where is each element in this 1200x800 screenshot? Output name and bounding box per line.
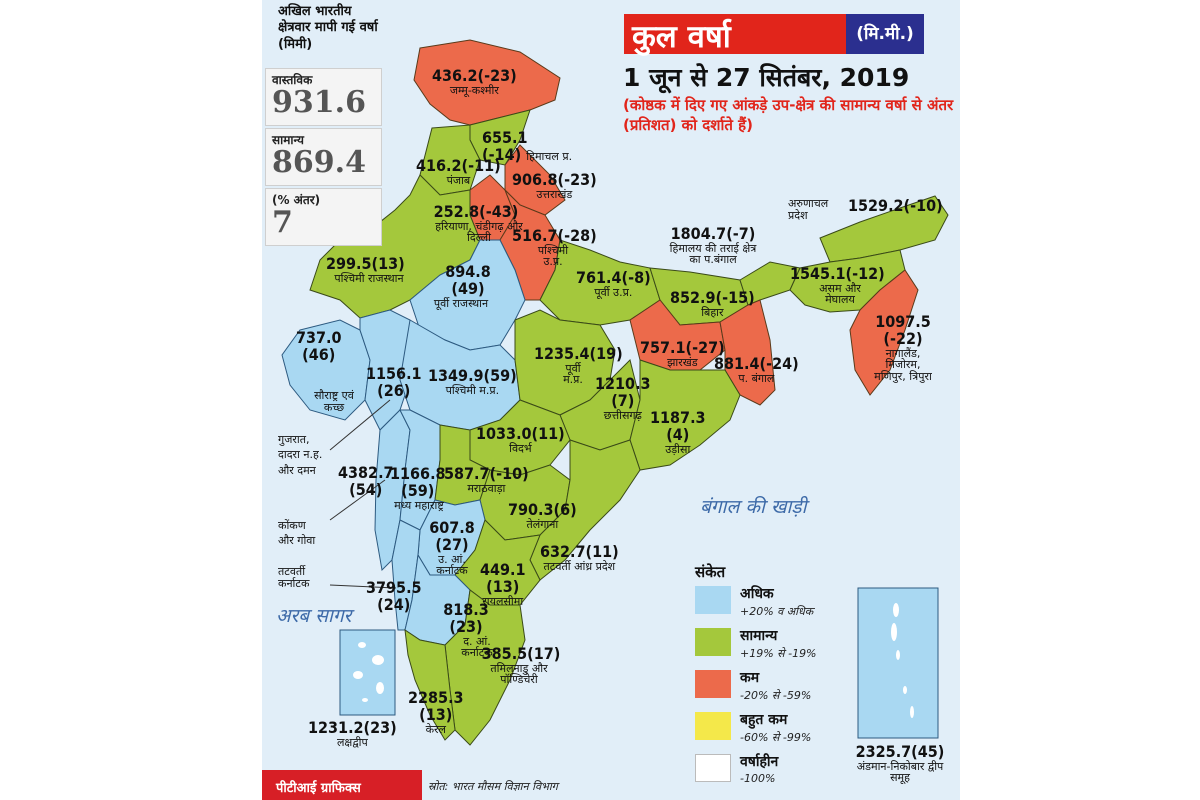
note: (कोष्ठक में दिए गए आंकड़े उप-क्षेत्र की … [623,96,954,135]
region-label-rayalaseema: 449.1 (13) रायलसीमा [480,560,526,608]
region-label-konkan-value: 4382.7 (54) [338,463,394,499]
legend-range-large-deficient: -60% से -99% [740,731,812,744]
region-label-eup: 761.4(-8) पूर्वी उ.प्र. [576,268,651,299]
title: कुल वर्षा [632,19,731,55]
leader-lines [329,399,397,589]
diff-box: (% अंतर) 7 [265,188,382,246]
legend-label-no-rain: वर्षाहीन [740,754,779,770]
region-label-gwb: 881.4(-24) प. बंगाल [714,354,799,385]
legend-label-large-deficient: बहुत कम [740,712,788,728]
region-label-uk: 906.8(-23) उत्तराखंड [512,170,597,201]
legend-range-normal: +19% से -19% [740,647,817,660]
region-label-nmmt: 1097.5 (-22) नागालैंड, मिजोरम, मणिपुर, त्र… [874,312,932,383]
region-gwb [719,299,776,406]
summary-heading: अखिल भारतीय क्षेत्रवार मापी गई वर्षा (मि… [278,4,378,52]
legend-range-deficient: -20% से -59% [740,689,812,702]
bay-of-bengal-label: बंगाल की खाड़ी [700,496,807,518]
region-label-vidarbha: 1033.0(11) विदर्भ [476,424,565,455]
unit-badge: (मि.मी.) [846,14,924,54]
normal-label: सामान्य [272,133,305,147]
legend-swatch-normal [695,628,731,656]
arabian-sea-label: अरब सागर [276,605,352,627]
region-label-wmp: 1349.9(59) पश्चिमी म.प्र. [428,366,517,397]
actual-box: वास्तविक 931.6 [265,68,382,126]
region-label-hp: 655.1 (-14) हिमाचल प्र. [482,128,573,164]
region-label-ck-value: 3795.5 (24) [366,578,422,614]
region-saurashtra [281,319,371,421]
legend-range-excess: +20% व अधिक [740,605,814,618]
region-label-bihar: 852.9(-15) बिहार [670,288,755,319]
region-label-nik: 607.8 (27) उ. आं. कर्नाटक [429,518,475,578]
date-range: 1 जून से 27 सितंबर, 2019 [623,63,910,92]
lakshadweep-islands [353,642,384,702]
legend-label-excess: अधिक [740,586,774,602]
region-label-saurashtra-name: सौराष्ट्र एवं कच्छ [314,389,354,414]
region-label-assam: 1545.1(-12) असम और मेघालय [790,264,885,307]
andaman-islands [891,603,914,718]
region-label-punjab: 416.2(-11) पंजाब [416,156,501,187]
region-label-ck-name: तटवर्ती कर्नाटक [278,565,310,590]
region-label-odisha: 1187.3 (4) उड़ीसा [650,408,706,456]
region-label-emp: 1235.4(19) पूर्वी म.प्र. [534,344,623,387]
region-label-wup: 516.7(-28) पश्चिमी उ.प्र. [512,226,597,269]
region-label-saurashtra: 737.0 (46) [296,328,342,364]
region-label-gujarat-value: 1156.1 (26) [366,364,422,400]
region-label-gujarat-name: गुजरात, दादरा न.ह. और दमन [278,433,323,477]
region-label-jharkhand: 757.1(-27) झारखंड [640,338,725,369]
region-label-haryana: 252.8(-43) हरियाणा, चंडीगढ़ और दिल्ली [433,202,523,245]
credit-badge: पीटीआई ग्राफिक्स [262,770,422,800]
legend-swatch-no-rain [695,754,731,782]
region-label-marathwada: 587.7(-10) मराठवाड़ा [444,464,529,495]
legend-range-no-rain: -100% [740,772,776,785]
legend-swatch-deficient [695,670,731,698]
normal-box: सामान्य 869.4 [265,128,382,186]
region-label-wraj: 299.5(13) पश्चिमी राजस्थान [326,254,405,285]
region-cap [529,439,641,581]
region-label-telangana: 790.3(6) तेलंगाना [508,500,577,531]
region-lakshadweep [339,629,396,716]
source-note: स्रोत: भारत मौसम विज्ञान विभाग [428,780,558,793]
region-label-jk: 436.2(-23) जम्मू-कश्मीर [432,66,517,97]
region-label-cap: 632.7(11) तटवर्ती आंध्र प्रदेश [540,542,619,573]
actual-value: 931.6 [272,85,366,120]
region-label-mmh: 1166.8 (59) मध्य महाराष्ट्र [390,464,446,512]
actual-label: वास्तविक [272,73,313,87]
region-label-arunachal: अरुणाचल प्रदेश1529.2(-10) [788,196,943,222]
region-label-andaman: 2325.7(45) अंडमान-निकोबार द्वीप समूह [855,742,945,785]
region-label-kerala: 2285.3 (13) केरल [408,688,464,736]
region-label-shwb: 1804.7(-7) हिमालय की तराई क्षेत्र का प.बं… [669,224,757,267]
legend-swatch-large-deficient [695,712,731,740]
region-label-eraj: 894.8 (49) पूर्वी राजस्थान [433,262,491,310]
region-label-lakshadweep: 1231.2(23) लक्षद्वीप [308,718,397,749]
legend-swatch-excess [695,586,731,614]
region-label-chhattisgarh: 1210.3 (7) छत्तीसगढ़ [595,374,651,422]
diff-value: 7 [272,205,293,240]
legend-label-deficient: कम [740,670,760,686]
region-odisha [629,359,741,471]
region-kerala [404,628,456,741]
region-label-sik: 818.3 (23) द. आं. कर्नाटक [443,600,493,660]
title-banner: कुल वर्षा [624,14,846,55]
diff-label: (% अंतर) [272,193,321,207]
legend-label-normal: सामान्य [740,628,778,644]
region-nmmt [849,269,919,396]
region-label-tn: 385.5(17) तमिलनाडु और पॉण्डिचेरी [481,644,561,687]
region-label-konkan-name: कोंकण और गोवा [278,519,316,548]
normal-value: 869.4 [272,145,366,180]
legend-title: संकेत [695,563,726,581]
